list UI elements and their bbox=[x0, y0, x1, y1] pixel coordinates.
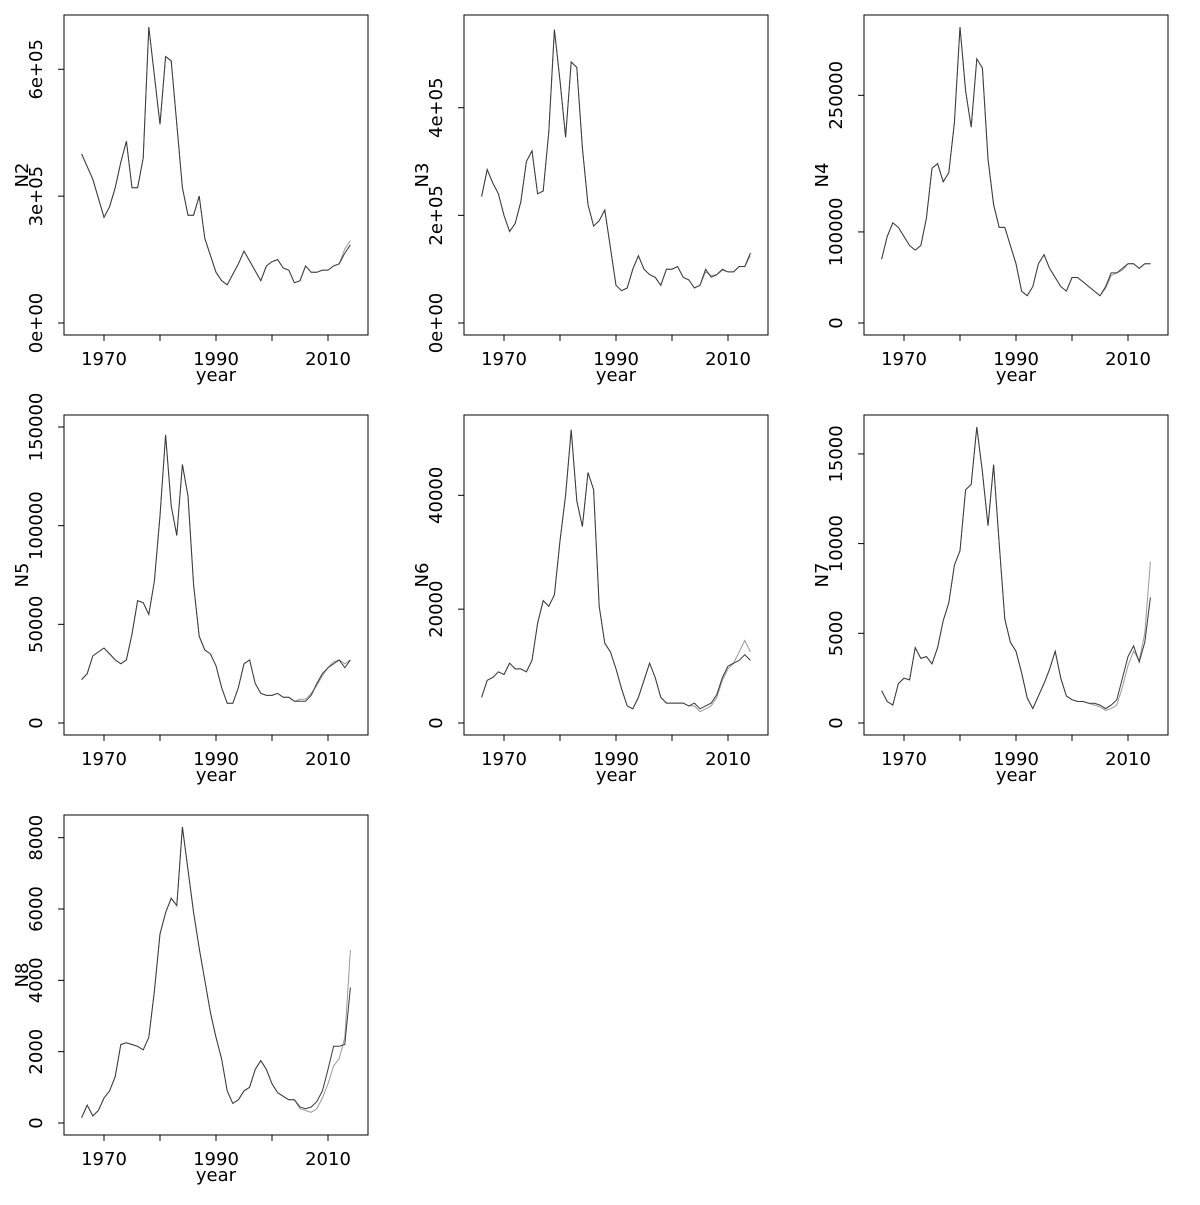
y-tick-label: 100000 bbox=[826, 198, 847, 267]
y-tick-label: 0 bbox=[826, 717, 847, 728]
series-line-1 bbox=[81, 434, 351, 704]
y-axis-title: N8 bbox=[12, 963, 33, 988]
y-axis-title: N7 bbox=[812, 563, 833, 588]
x-axis-title: year bbox=[596, 365, 637, 386]
panel-N2: 1970 1990 2010 year 0e+00 3e+05 6e+05 N2 bbox=[12, 14, 369, 386]
x-axis-title: year bbox=[996, 365, 1037, 386]
panel-N6: 1970 1990 2010 year 0 20000 40000 N6 bbox=[412, 414, 769, 786]
plot-frame bbox=[63, 814, 369, 1136]
series-line-1 bbox=[881, 426, 1151, 710]
panel-N4: 1970 1990 2010 year 0 100000 250000 N4 bbox=[812, 14, 1169, 386]
y-tick-label: 2000 bbox=[26, 1029, 47, 1075]
y-tick-label: 15000 bbox=[826, 425, 847, 482]
y-tick-label: 0 bbox=[426, 717, 447, 728]
x-axis-title: year bbox=[996, 765, 1037, 786]
x-axis-title: year bbox=[596, 765, 637, 786]
y-tick-label: 2e+05 bbox=[426, 185, 447, 246]
x-tick-label: 2010 bbox=[305, 749, 351, 770]
panel-N7: 1970 1990 2010 year 0 5000 10000 15000 N7 bbox=[812, 414, 1169, 786]
x-tick-label: 2010 bbox=[305, 349, 351, 370]
x-tick-label: 1990 bbox=[993, 349, 1039, 370]
series-line-1 bbox=[881, 26, 1151, 297]
y-axis-title: N2 bbox=[12, 163, 33, 188]
plot-frame bbox=[463, 14, 769, 336]
x-tick-label: 2010 bbox=[1105, 349, 1151, 370]
series-line-2 bbox=[81, 26, 351, 286]
x-tick-label: 1990 bbox=[593, 749, 639, 770]
x-tick-label: 1970 bbox=[881, 349, 927, 370]
x-tick-label: 2010 bbox=[705, 349, 751, 370]
panel-N8: 1970 1990 2010 year 0 2000 4000 6000 8000 N8 bbox=[12, 814, 369, 1186]
x-tick-label: 1970 bbox=[881, 749, 927, 770]
plot-frame bbox=[63, 14, 369, 336]
y-tick-label: 20000 bbox=[426, 581, 447, 638]
y-tick-label: 250000 bbox=[826, 61, 847, 130]
x-tick-label: 1970 bbox=[81, 349, 127, 370]
x-tick-label: 2010 bbox=[305, 1149, 351, 1170]
x-tick-label: 1990 bbox=[193, 1149, 239, 1170]
y-tick-label: 0 bbox=[26, 717, 47, 728]
plot-frame bbox=[863, 14, 1169, 336]
y-tick-label: 4e+05 bbox=[426, 77, 447, 138]
series-line-1 bbox=[81, 26, 351, 286]
plot-frame bbox=[463, 414, 769, 736]
x-tick-label: 1970 bbox=[481, 349, 527, 370]
y-tick-label: 5000 bbox=[826, 610, 847, 656]
y-tick-label: 0e+00 bbox=[426, 293, 447, 354]
series-line-2 bbox=[481, 29, 751, 292]
y-tick-label: 3e+05 bbox=[26, 166, 47, 227]
plot-frame bbox=[63, 414, 369, 736]
y-tick-label: 6e+05 bbox=[26, 39, 47, 100]
y-tick-label: 6000 bbox=[26, 886, 47, 932]
y-tick-label: 0e+00 bbox=[26, 293, 47, 354]
y-axis-title: N5 bbox=[12, 563, 33, 588]
y-tick-label: 50000 bbox=[26, 596, 47, 653]
panel-N5: 1970 1990 2010 year 0 50000 100000 150000 N5 bbox=[12, 393, 369, 786]
panel-N3: 1970 1990 2010 year 0e+00 2e+05 4e+05 N3 bbox=[412, 14, 769, 386]
x-tick-label: 1990 bbox=[193, 349, 239, 370]
series-line-2 bbox=[881, 26, 1151, 297]
y-tick-label: 0 bbox=[26, 1117, 47, 1128]
y-tick-label: 10000 bbox=[826, 515, 847, 572]
y-tick-label: 40000 bbox=[426, 467, 447, 524]
x-tick-label: 1990 bbox=[193, 749, 239, 770]
y-tick-label: 0 bbox=[826, 317, 847, 328]
x-tick-label: 2010 bbox=[1105, 749, 1151, 770]
series-line-2 bbox=[81, 826, 351, 1118]
x-tick-label: 1990 bbox=[993, 749, 1039, 770]
y-axis-title: N6 bbox=[412, 563, 433, 588]
x-axis-title: year bbox=[196, 1165, 237, 1186]
series-line-1 bbox=[481, 29, 751, 292]
y-tick-label: 4000 bbox=[26, 957, 47, 1003]
x-tick-label: 2010 bbox=[705, 749, 751, 770]
x-tick-label: 1970 bbox=[81, 749, 127, 770]
series-line-1 bbox=[81, 826, 351, 1118]
y-axis-title: N4 bbox=[812, 163, 833, 188]
x-axis-title: year bbox=[196, 765, 237, 786]
x-tick-label: 1990 bbox=[593, 349, 639, 370]
series-line-2 bbox=[881, 426, 1151, 711]
x-tick-label: 1970 bbox=[81, 1149, 127, 1170]
series-line-1 bbox=[481, 429, 751, 710]
y-tick-label: 100000 bbox=[26, 491, 47, 560]
x-axis-title: year bbox=[196, 365, 237, 386]
y-tick-label: 150000 bbox=[26, 393, 47, 462]
x-tick-label: 1970 bbox=[481, 749, 527, 770]
y-tick-label: 8000 bbox=[26, 815, 47, 861]
y-axis-title: N3 bbox=[412, 163, 433, 188]
